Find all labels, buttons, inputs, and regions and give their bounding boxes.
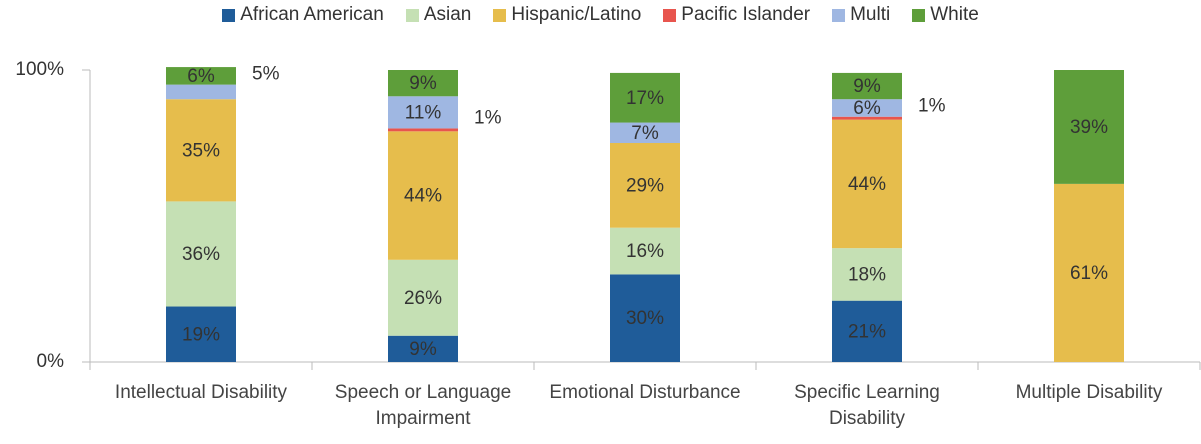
legend-swatch [222, 8, 236, 22]
data-label: 16% [626, 241, 664, 262]
y-tick-label: 100% [15, 59, 64, 80]
bar-segment [610, 274, 680, 362]
legend-label: African American [240, 4, 384, 25]
x-tick-label: Emotional Disturbance [549, 382, 741, 403]
bar-segment [388, 259, 458, 336]
legend-label: Multi [850, 4, 891, 25]
data-label: 9% [853, 76, 881, 97]
data-label: 44% [404, 186, 442, 207]
bar-segment [1054, 70, 1124, 184]
bar-segment [610, 122, 680, 143]
bar-segment [832, 119, 902, 249]
legend-swatch [832, 8, 846, 22]
bar-segment [166, 84, 236, 100]
legend-label: Pacific Islander [681, 4, 811, 25]
y-tick-label: 0% [37, 351, 65, 372]
data-label: 26% [404, 288, 442, 309]
data-label: 6% [187, 66, 215, 87]
legend-label: Asian [423, 4, 472, 25]
bar-segment [166, 201, 236, 307]
legend-item: Asian [405, 4, 472, 26]
data-label: 61% [1070, 263, 1108, 284]
legend-item: Multi [832, 4, 890, 26]
bar-segment [388, 70, 458, 97]
legend-item: African American [222, 4, 384, 26]
bar-segment [388, 131, 458, 260]
bar-segment [832, 99, 902, 117]
x-tick-label: Multiple Disability [1015, 382, 1163, 403]
bar-segment [610, 143, 680, 228]
data-label: 1% [918, 96, 946, 117]
bar-segment [166, 99, 236, 202]
bar-segment [388, 96, 458, 129]
data-label: 19% [182, 324, 220, 345]
data-label: 21% [848, 321, 886, 342]
data-label: 6% [853, 98, 881, 119]
legend-swatch [663, 8, 677, 22]
bar-segment [166, 67, 236, 85]
legend-item: Hispanic/Latino [493, 4, 641, 26]
data-label: 17% [626, 88, 664, 109]
data-label: 9% [409, 339, 437, 360]
bar-segment [166, 306, 236, 362]
bar-segment [832, 72, 902, 100]
legend-swatch [912, 8, 926, 22]
data-label: 35% [182, 140, 220, 161]
legend-swatch [405, 8, 419, 22]
bar-segment [1054, 183, 1124, 362]
bar-segment [388, 335, 458, 362]
x-tick-label: Intellectual Disability [114, 382, 288, 403]
bar-segment [610, 227, 680, 275]
data-label: 39% [1070, 117, 1108, 138]
x-tick-label: Specific Learning Disability [794, 382, 940, 429]
data-label: 44% [848, 174, 886, 195]
legend-swatch [493, 8, 507, 22]
legend-label: White [930, 4, 979, 25]
bar-segment [832, 116, 902, 120]
data-label: 11% [405, 102, 442, 123]
legend: African American Asian Hispanic/Latino Paci… [0, 4, 1201, 26]
bar-segment [832, 300, 902, 362]
bar-segment [610, 72, 680, 123]
legend-label: Hispanic/Latino [511, 4, 642, 25]
data-label: 29% [626, 175, 664, 196]
data-label: 5% [252, 64, 280, 85]
bar-segment [832, 248, 902, 301]
x-tick-label: Speech or Language Impairment [334, 382, 512, 429]
legend-item: Pacific Islander [663, 4, 810, 26]
legend-item: White [912, 4, 979, 26]
data-label: 9% [409, 73, 437, 94]
data-label: 7% [631, 123, 659, 144]
data-label: 36% [182, 244, 220, 265]
data-label: 30% [626, 308, 664, 329]
bar-segment [388, 128, 458, 132]
data-label: 1% [474, 107, 502, 128]
data-label: 18% [848, 264, 886, 285]
